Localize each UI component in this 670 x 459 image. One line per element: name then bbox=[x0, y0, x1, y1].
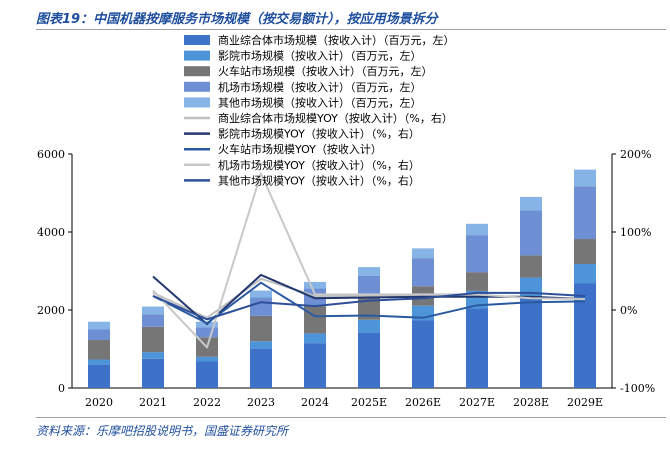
legend-label: 影院市场规模YOY（按收入计）（%，右） bbox=[218, 127, 420, 141]
legend-label: 火车站市场规模YOY（按收入计） bbox=[218, 142, 382, 156]
bar-segment bbox=[304, 281, 326, 289]
bar-segment bbox=[88, 359, 110, 365]
bar-segment bbox=[358, 319, 380, 333]
bar-segment bbox=[250, 315, 272, 342]
legend-swatch bbox=[184, 81, 210, 92]
x-tick-label: 2029E bbox=[567, 396, 603, 409]
legend-swatch bbox=[184, 66, 210, 77]
bar-segment bbox=[196, 361, 218, 388]
bar-segment bbox=[412, 248, 434, 259]
bar-segment bbox=[466, 223, 488, 236]
legend-label: 机场市场规模（按收入计）（百万元，左） bbox=[218, 80, 422, 94]
bar-segment bbox=[574, 169, 596, 187]
bar-segment bbox=[520, 210, 542, 256]
x-tick-label: 2024 bbox=[301, 396, 329, 409]
bar-segment bbox=[520, 295, 542, 388]
bar-segment bbox=[358, 298, 380, 320]
bar-segment bbox=[88, 329, 110, 341]
bar-segment bbox=[574, 186, 596, 240]
y-right-tick-label: 100% bbox=[620, 226, 651, 239]
bar-segment bbox=[466, 235, 488, 273]
axes: 0 2000 4000 6000 -100% 0% 100% 200% 2020 2021 2022… bbox=[37, 148, 655, 409]
y-right-tick-label: 200% bbox=[620, 148, 651, 161]
bar-segment bbox=[142, 306, 164, 315]
legend-label: 商业综合体市场规模（按收入计）（百万元，左） bbox=[218, 33, 455, 47]
line-series bbox=[152, 172, 586, 349]
bar-segment bbox=[88, 321, 110, 330]
x-tick-label: 2020 bbox=[85, 396, 113, 409]
x-tick-label: 2027E bbox=[459, 396, 495, 409]
bar-segment bbox=[520, 196, 542, 211]
bar-segment bbox=[358, 267, 380, 276]
yoy-line bbox=[152, 281, 586, 325]
bar-segment bbox=[88, 364, 110, 388]
x-tick-label: 2025E bbox=[351, 396, 387, 409]
yoy-line bbox=[152, 291, 586, 321]
bar-segment bbox=[304, 306, 326, 334]
bar-segment bbox=[304, 343, 326, 388]
legend-label: 火车站市场规模（按收入计）（百万元，左） bbox=[218, 64, 433, 78]
bar-segment bbox=[520, 277, 542, 296]
bar-segment bbox=[466, 272, 488, 291]
bar-segment bbox=[358, 332, 380, 388]
bar-segment bbox=[412, 258, 434, 287]
x-tick-label: 2023 bbox=[247, 396, 275, 409]
bar-segment bbox=[250, 341, 272, 349]
legend-swatch bbox=[184, 50, 210, 61]
legend: 商业综合体市场规模（按收入计）（百万元，左） 影院市场规模（按收入计）（百万元，左… bbox=[184, 33, 455, 187]
bar-segment bbox=[142, 358, 164, 388]
x-tick-label: 2028E bbox=[513, 396, 549, 409]
bar-segment bbox=[466, 308, 488, 388]
bar-segment bbox=[196, 327, 218, 338]
x-tick-label: 2026E bbox=[405, 396, 441, 409]
y-left-tick-label: 4000 bbox=[37, 226, 65, 239]
legend-swatch bbox=[184, 35, 210, 45]
bar-segment bbox=[574, 239, 596, 264]
bar-segment bbox=[304, 333, 326, 344]
bar-segment bbox=[196, 356, 218, 362]
x-tick-label: 2021 bbox=[139, 396, 167, 409]
legend-label: 其他市场规模YOY（按收入计）（%，右） bbox=[218, 173, 420, 187]
bar-segment bbox=[88, 340, 110, 360]
bar-segment bbox=[574, 263, 596, 284]
source-note: 资料来源：乐摩吧招股说明书，国盛证券研究所 bbox=[36, 424, 289, 438]
y-left-tick-label: 2000 bbox=[37, 304, 65, 317]
legend-swatch bbox=[184, 97, 210, 108]
y-right-tick-label: 0% bbox=[620, 304, 637, 317]
x-tick-label: 2022 bbox=[193, 396, 221, 409]
yoy-line bbox=[152, 172, 586, 349]
bar-segment bbox=[250, 297, 272, 316]
bar-segment bbox=[142, 314, 164, 327]
title-rule bbox=[36, 29, 666, 30]
chart-title: 图表19：中国机器按摩服务市场规模（按交易额计），按应用场景拆分 bbox=[36, 12, 438, 27]
bar-series bbox=[88, 169, 596, 388]
bar-segment bbox=[250, 290, 272, 298]
bar-segment bbox=[250, 349, 272, 388]
y-left-tick-label: 6000 bbox=[37, 148, 65, 161]
y-left-tick-label: 0 bbox=[58, 382, 65, 395]
bar-segment bbox=[520, 255, 542, 278]
legend-label: 机场市场规模YOY（按收入计）（%，右） bbox=[218, 158, 420, 172]
legend-label: 其他市场规模（按收入计）（百万元，左） bbox=[218, 95, 422, 109]
bar-segment bbox=[358, 275, 380, 299]
bar-segment bbox=[142, 352, 164, 359]
bar-segment bbox=[412, 320, 434, 388]
legend-label: 影院市场规模（按收入计）（百万元，左） bbox=[218, 49, 422, 63]
bar-segment bbox=[574, 283, 596, 388]
y-right-tick-label: -100% bbox=[620, 382, 655, 395]
bar-segment bbox=[142, 326, 164, 353]
source-rule bbox=[36, 417, 666, 418]
legend-label: 商业综合体市场规模YOY（按收入计）（%，右） bbox=[218, 111, 453, 125]
